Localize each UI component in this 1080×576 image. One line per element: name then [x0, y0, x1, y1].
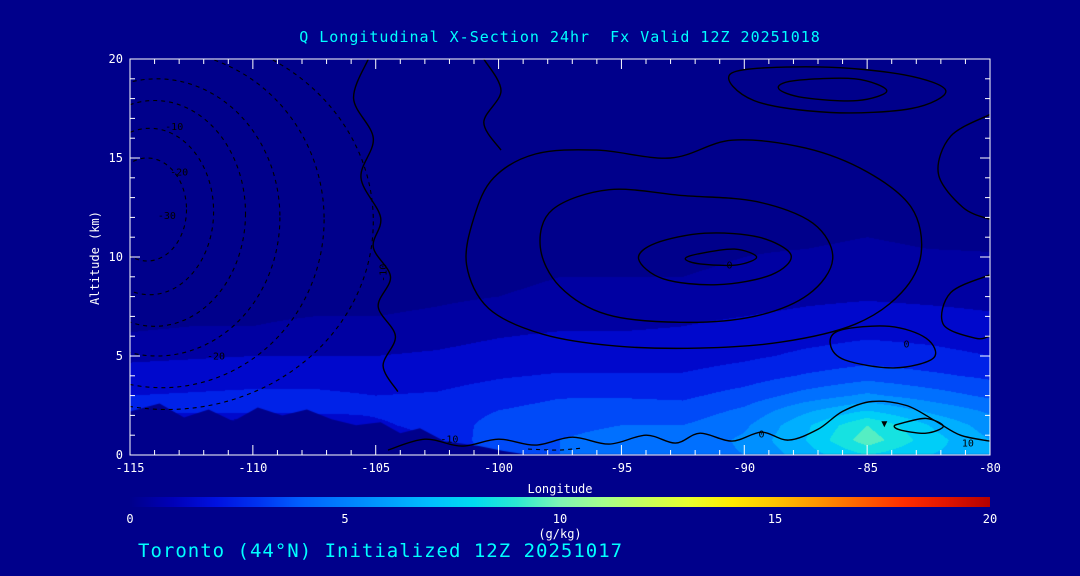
- contour-line: [387, 400, 990, 451]
- contour-line: [465, 139, 923, 350]
- x-tick-label: -90: [733, 461, 755, 475]
- plot-area: -10 -20 -30 -20 -10 -10 0 10 0 0: [130, 59, 990, 455]
- contour-label: -20: [207, 352, 225, 363]
- contour-line: [637, 232, 792, 286]
- y-axis-title: Altitude (km): [88, 211, 102, 305]
- contour-label: 0: [726, 260, 732, 271]
- x-tick-label: -95: [611, 461, 633, 475]
- contour-line: [130, 99, 247, 327]
- x-tick-label: -115: [116, 461, 145, 475]
- y-tick-label: 5: [116, 349, 123, 363]
- x-tick-label: -100: [484, 461, 513, 475]
- page-title: Q Longitudinal X-Section 24hr Fx Valid 1…: [299, 28, 821, 46]
- contour-line: [684, 248, 758, 267]
- contour-line: [829, 325, 937, 369]
- contour-line: [539, 188, 834, 324]
- contour-line: [727, 66, 947, 114]
- caption: Toronto (44°N) Initialized 12Z 20251017: [138, 540, 624, 562]
- contour-line: [130, 59, 325, 389]
- contour-label: 0: [903, 340, 909, 351]
- x-tick-label: -110: [238, 461, 267, 475]
- contour-line: [893, 417, 945, 435]
- contour-label: -10: [379, 264, 390, 282]
- contour-label: -20: [170, 167, 188, 178]
- contour-line: [528, 447, 583, 451]
- x-tick-label: -85: [856, 461, 878, 475]
- contour-label: 10: [962, 439, 974, 450]
- colorbar-tick-label: 5: [341, 512, 349, 526]
- contour-line: [130, 59, 374, 410]
- x-axis-title: Longitude: [527, 482, 593, 496]
- contour-line: [940, 274, 990, 340]
- contour-label: -10: [165, 122, 183, 133]
- y-tick-label: 0: [116, 448, 123, 462]
- contour-label: -30: [158, 211, 176, 222]
- contour-line: [352, 59, 399, 392]
- minimum-marker-icon: [881, 421, 888, 428]
- x-tick-label: -105: [361, 461, 390, 475]
- colorbar-tick-label: 15: [767, 512, 783, 526]
- contour-line: [777, 77, 888, 102]
- colorbar-tick-label: 10: [552, 512, 568, 526]
- y-tick-label: 20: [109, 52, 123, 66]
- y-tick-label: 10: [109, 250, 123, 264]
- y-tick-label: 15: [109, 151, 123, 165]
- colorbar-tick-label: 20: [982, 512, 998, 526]
- contour-line: [937, 113, 990, 221]
- contour-label: -10: [440, 435, 458, 446]
- contour-line: [483, 59, 502, 151]
- contour-label: 0: [758, 430, 764, 441]
- colorbar-tick-label: 0: [126, 512, 134, 526]
- contour-overlay: -10 -20 -30 -20 -10 -10 0 10 0 0: [130, 59, 990, 451]
- colorbar: [130, 497, 990, 507]
- contour-line: [130, 78, 281, 357]
- x-tick-label: -80: [979, 461, 1001, 475]
- colorbar-title: (g/kg): [538, 527, 582, 541]
